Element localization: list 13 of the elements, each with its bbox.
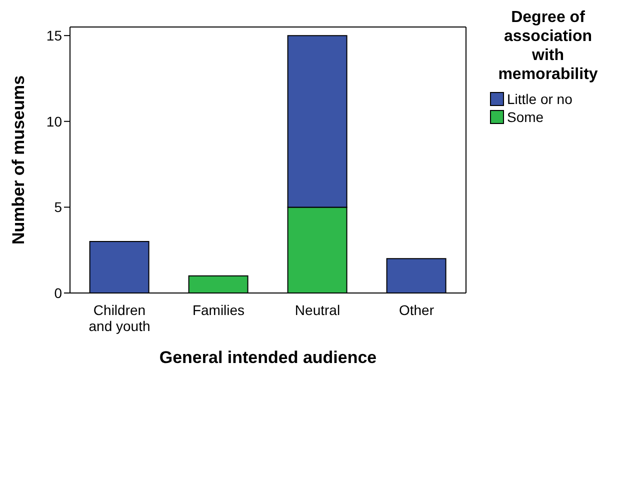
- x-tick-label: Children and youth: [88, 302, 150, 334]
- legend-label: Little or no: [507, 91, 572, 107]
- x-tick-label: Other: [398, 302, 434, 318]
- legend-label: Some: [507, 109, 544, 125]
- x-tick-label: Families: [192, 302, 245, 318]
- y-tick-label: 10: [46, 113, 62, 130]
- y-tick-label: 0: [54, 284, 62, 301]
- legend-title: Degree of association with memorability: [497, 8, 599, 84]
- x-axis-title: General intended audience: [159, 348, 377, 367]
- y-tick-label: 5: [54, 199, 62, 216]
- x-tick-label: Neutral: [294, 302, 340, 318]
- y-axis-title: Number of museums: [9, 75, 28, 245]
- y-tick-label: 15: [46, 28, 62, 44]
